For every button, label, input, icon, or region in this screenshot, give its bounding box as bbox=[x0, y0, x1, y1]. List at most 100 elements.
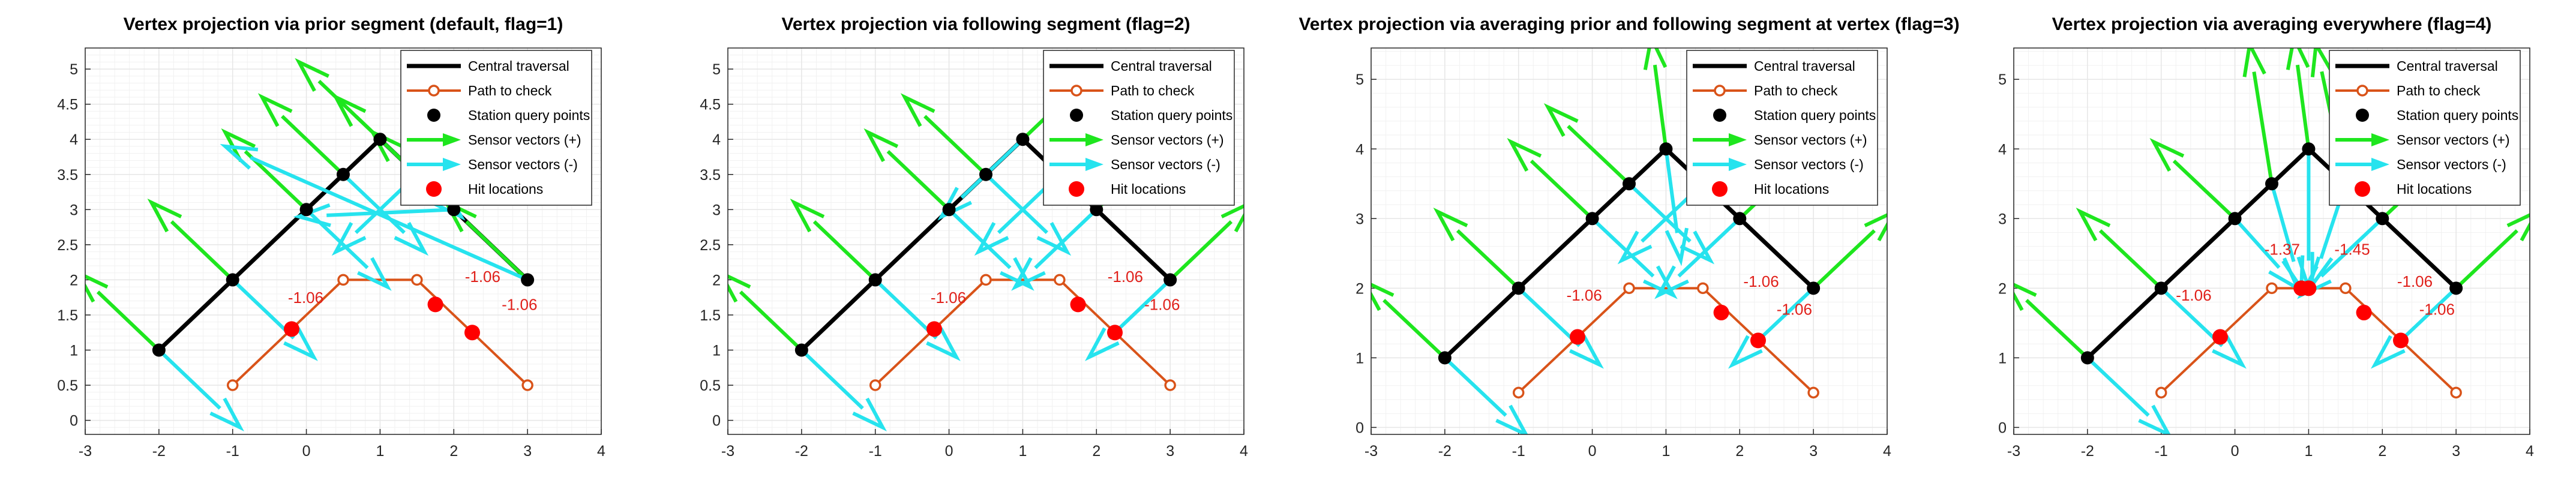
arrow-shaft bbox=[341, 173, 406, 234]
x-tick-label: 3 bbox=[1809, 443, 1818, 460]
arrow-shaft bbox=[2025, 299, 2089, 359]
legend-marker bbox=[426, 181, 442, 197]
hit-location-point bbox=[2393, 332, 2409, 349]
station-point bbox=[447, 203, 461, 217]
hit-location-point bbox=[1750, 332, 1766, 349]
legend-label: Sensor vectors (-) bbox=[1754, 157, 1864, 172]
hit-location-point bbox=[1713, 304, 1729, 320]
y-tick-label: 2 bbox=[712, 272, 721, 289]
hit-location-point bbox=[1570, 329, 1585, 345]
arrow-shaft bbox=[1627, 182, 1692, 243]
arrow-head bbox=[1654, 265, 1689, 299]
arrow-head bbox=[974, 221, 1009, 256]
legend-arrowhead bbox=[1085, 158, 1103, 171]
x-tick-label: -3 bbox=[1365, 443, 1378, 460]
legend-label: Path to check bbox=[2397, 83, 2481, 98]
x-tick-label: -2 bbox=[2081, 443, 2094, 460]
hit-value-label: -1.06 bbox=[465, 268, 500, 286]
sensor-vector-neg bbox=[2086, 356, 2171, 434]
x-tick-label: -3 bbox=[721, 443, 734, 460]
legend: Central traversal Path to check Station qu… bbox=[400, 50, 592, 206]
sensor-vector-neg bbox=[1654, 217, 1741, 299]
hit-location-point bbox=[464, 325, 480, 341]
x-tick-label: -2 bbox=[152, 443, 166, 460]
legend-item-station-query-points: Station query points bbox=[2356, 107, 2518, 123]
legend-marker bbox=[2356, 109, 2369, 122]
arrow-head bbox=[1495, 404, 1528, 434]
x-tick-label: 3 bbox=[523, 443, 532, 460]
y-tick-label: 5 bbox=[1356, 71, 1364, 88]
x-tick-label: -1 bbox=[869, 443, 882, 460]
path-vertex-marker bbox=[1054, 274, 1066, 286]
arrow-head bbox=[2310, 48, 2334, 77]
arrow-shaft bbox=[170, 220, 234, 281]
path-vertex-marker bbox=[2450, 386, 2462, 399]
chart-title: Vertex projection via prior segment (def… bbox=[124, 14, 563, 34]
arrow-head bbox=[863, 128, 899, 163]
arrow-head bbox=[1011, 257, 1046, 291]
legend-arrowhead bbox=[1729, 158, 1747, 171]
y-tick-label: 5 bbox=[712, 61, 721, 78]
x-tick-label: -2 bbox=[1438, 443, 1452, 460]
arrow-head bbox=[295, 58, 329, 92]
legend-item-central-traversal: Central traversal bbox=[1693, 58, 1855, 74]
arrow-shaft bbox=[1664, 148, 1679, 233]
y-tick-label: 3 bbox=[712, 202, 721, 218]
arrow-shaft bbox=[886, 150, 950, 211]
legend-item-sensor-vectors: Sensor vectors (-) bbox=[2335, 157, 2506, 172]
legend-marker bbox=[1713, 109, 1726, 122]
y-tick-label: 5 bbox=[1998, 71, 2007, 88]
legend-item-central-traversal: Central traversal bbox=[2335, 58, 2498, 74]
legend-label: Central traversal bbox=[468, 58, 569, 74]
chart-panel-2: -3 -2 -1 0 1 2 3 4 0 0.5 1 1.5 2 2.5 3 3.5 4 4.5 5 Vertex p… bbox=[700, 14, 1248, 460]
arrow-head bbox=[331, 93, 367, 127]
x-tick-label: -1 bbox=[1512, 443, 1525, 460]
hit-location-point bbox=[926, 321, 942, 337]
sensor-vector-pos bbox=[1507, 138, 1594, 220]
path-vertex-marker bbox=[1623, 282, 1635, 295]
x-tick-label: 2 bbox=[1735, 443, 1744, 460]
y-tick-label: 4 bbox=[70, 131, 78, 148]
y-tick-label: 3 bbox=[1356, 211, 1364, 227]
y-tick-label: 0 bbox=[1356, 419, 1364, 436]
sensor-vector-neg bbox=[231, 278, 318, 361]
legend-marker bbox=[1712, 181, 1728, 197]
x-tick-label: -3 bbox=[79, 443, 92, 460]
arrow-head bbox=[2212, 335, 2247, 369]
arrow-shaft bbox=[305, 208, 369, 269]
x-tick-label: 0 bbox=[945, 443, 953, 460]
sensor-vector-pos bbox=[2455, 213, 2530, 290]
path-vertex-marker bbox=[521, 379, 533, 391]
legend-label: Hit locations bbox=[1754, 181, 1829, 197]
x-tick-label: -2 bbox=[795, 443, 808, 460]
legend-item-path-to-check: Path to check bbox=[2335, 83, 2481, 98]
arrow-shaft bbox=[984, 173, 1048, 234]
x-tick-label: 0 bbox=[2231, 443, 2239, 460]
y-tick-label: 1 bbox=[70, 342, 78, 359]
station-point bbox=[521, 273, 535, 287]
arrow-head bbox=[1665, 227, 1689, 266]
y-tick-label: 3 bbox=[1998, 211, 2007, 227]
station-point bbox=[1090, 203, 1103, 217]
axes-box bbox=[1371, 47, 1888, 435]
station-point bbox=[1623, 177, 1636, 191]
legend-box bbox=[1043, 50, 1235, 206]
arrow-shaft bbox=[1530, 160, 1594, 220]
chart-title: Vertex projection via averaging everywhe… bbox=[2052, 14, 2492, 34]
legend-label: Path to check bbox=[1111, 83, 1195, 98]
x-tick-label: 2 bbox=[2378, 443, 2386, 460]
sensor-vector-pos bbox=[147, 198, 234, 281]
arrow-head bbox=[900, 93, 935, 127]
sensor-vector-neg bbox=[874, 278, 961, 361]
arrow-head bbox=[209, 397, 244, 431]
sensor-vector-neg bbox=[341, 173, 429, 256]
station-point bbox=[2376, 212, 2389, 226]
station-point bbox=[794, 343, 808, 357]
y-tick-label: 2 bbox=[1356, 280, 1364, 297]
sensor-vector-neg bbox=[293, 203, 454, 227]
axes-box bbox=[2013, 47, 2530, 435]
arrow-shaft bbox=[96, 290, 160, 352]
hit-value-label: -1.06 bbox=[1743, 272, 1779, 290]
sensor-vector-neg bbox=[947, 208, 1034, 291]
